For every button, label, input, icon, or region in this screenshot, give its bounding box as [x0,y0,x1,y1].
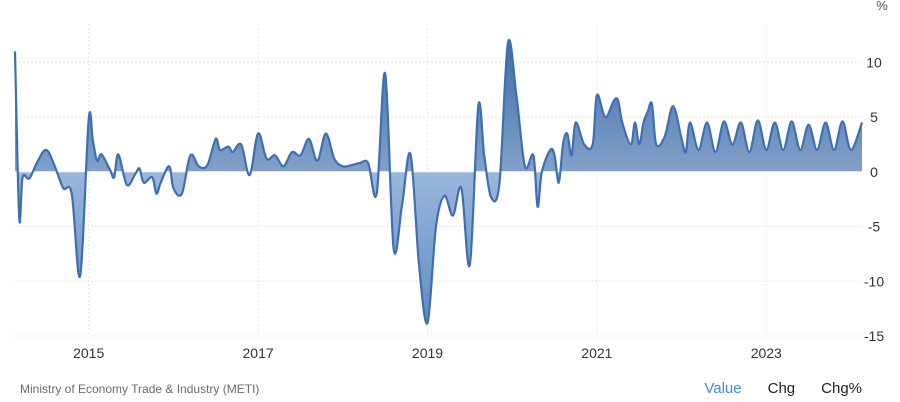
y-tick-label: -15 [864,328,884,344]
tab-chg[interactable]: Chg [767,380,796,397]
tab-value[interactable]: Value [704,380,742,397]
footer: Ministry of Economy Trade & Industry (ME… [0,372,900,402]
area-negative [15,171,862,324]
series-line [13,38,864,325]
y-tick-label: 5 [870,109,878,125]
grid [15,24,862,337]
y-tick-label: -10 [864,273,884,289]
y-tick-label: -5 [868,219,881,235]
x-tick-label: 2017 [243,345,274,361]
tab-chg-percent[interactable]: Chg% [821,380,862,397]
view-tabs: Value Chg Chg% [704,380,862,397]
x-tick-label: 2021 [581,345,612,361]
x-tick-label: 2019 [412,345,443,361]
y-tick-label: 0 [870,164,878,180]
x-tick-label: 2023 [751,345,782,361]
source-text: Ministry of Economy Trade & Industry (ME… [20,382,260,396]
x-tick-label: 2015 [73,345,104,361]
unit-label: % [876,0,888,13]
y-tick-label: 10 [866,54,882,70]
chart: 10 5 0 -5 -10 -15 2015 2017 2019 2021 2023 % [13,0,888,361]
area-positive [15,39,862,172]
